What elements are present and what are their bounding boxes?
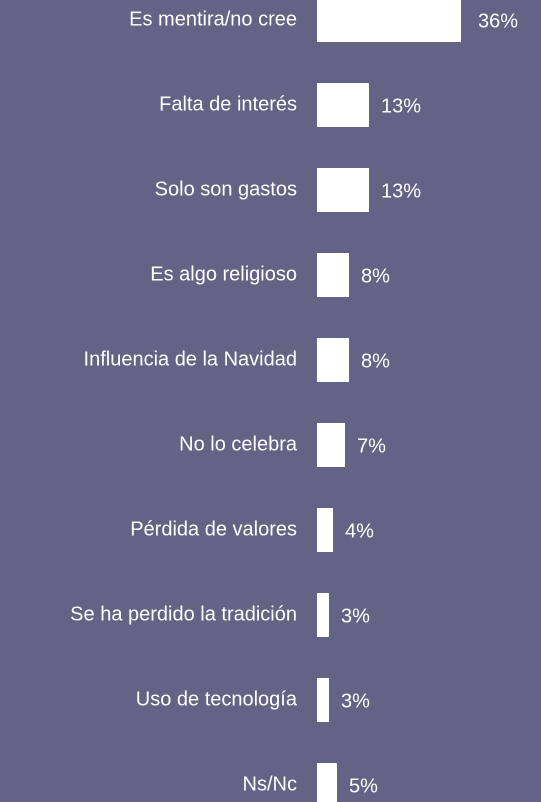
category-label: Falta de interés <box>159 93 297 115</box>
category-label: Es mentira/no cree <box>129 8 297 30</box>
bar <box>317 168 369 212</box>
value-label: 4% <box>345 520 374 542</box>
category-label: No lo celebra <box>179 433 298 455</box>
bar <box>317 593 329 637</box>
category-label: Solo son gastos <box>155 178 297 200</box>
category-label: Ns/Nc <box>243 773 297 795</box>
bar <box>317 763 337 802</box>
value-label: 13% <box>381 95 421 117</box>
value-label: 7% <box>357 435 386 457</box>
category-label: Influencia de la Navidad <box>84 348 297 370</box>
value-label: 8% <box>361 265 390 287</box>
value-label: 3% <box>341 690 370 712</box>
category-label: Se ha perdido la tradición <box>70 603 297 625</box>
value-label: 8% <box>361 350 390 372</box>
category-label: Pérdida de valores <box>130 518 297 540</box>
value-label: 13% <box>381 180 421 202</box>
bar <box>317 678 329 722</box>
bar <box>317 253 349 297</box>
bar <box>317 83 369 127</box>
value-label: 36% <box>478 10 518 32</box>
bar <box>317 338 349 382</box>
value-label: 3% <box>341 605 370 627</box>
category-label: Es algo religioso <box>150 263 297 285</box>
value-label: 5% <box>349 775 378 797</box>
bar <box>317 423 345 467</box>
category-label: Uso de tecnología <box>136 688 298 710</box>
bar <box>317 0 461 42</box>
bar <box>317 508 333 552</box>
